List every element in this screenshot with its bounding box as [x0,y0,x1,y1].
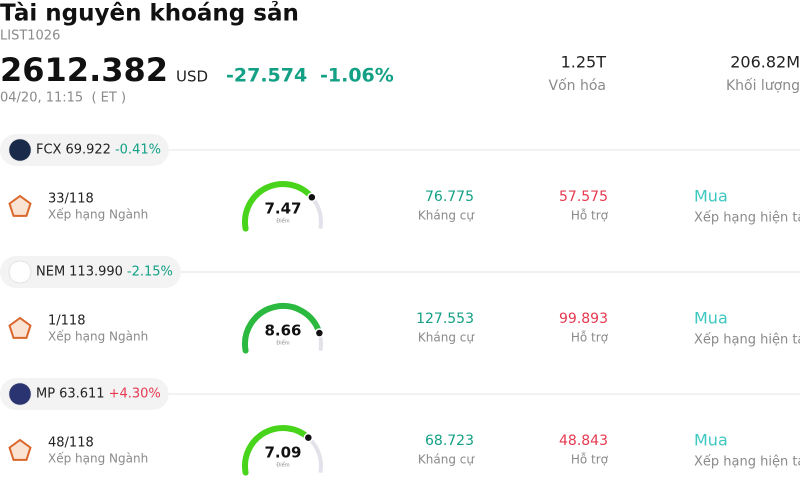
resistance-label: Kháng cự [418,453,475,467]
title: Tài nguyên khoáng sản [0,1,299,27]
score-label: Điểm [276,218,289,225]
rank-label: Xếp hạng Ngành [48,208,148,222]
support: 48.843 [559,433,608,449]
support-label: Hỗ trợ [571,453,609,467]
score: 7.47 [264,200,301,218]
rating: Mua [694,431,728,450]
stock-pill[interactable] [0,134,169,166]
rank: 33/118 [48,192,94,207]
stock-pill[interactable] [0,378,169,410]
stock-ticker: FCX [36,143,62,158]
rank-label: Xếp hạng Ngành [48,452,148,466]
stock-logo [8,260,32,284]
rank-icon [8,194,32,217]
score: 7.09 [264,444,301,462]
score-label: Điểm [276,340,289,347]
rank-label: Xếp hạng Ngành [48,330,148,344]
rank-icon [8,438,32,461]
rating-label: Xếp hạng hiện tại [694,211,800,226]
stock-price: 113.990 [69,265,123,280]
stock-logo [8,138,32,162]
resistance: 68.723 [425,433,474,449]
currency: USD [176,68,208,86]
stock-ticker: MP [36,387,55,402]
gauge-fill [242,303,323,354]
stock-change: +4.30% [109,387,161,402]
stat-label: Vốn hóa [549,77,606,94]
change-percent: -1.06% [320,65,394,87]
gauge-fill [242,181,315,232]
stock-pill[interactable] [0,256,181,288]
datetime: 04/20, 11:15 ( ET ) [0,91,126,106]
resistance: 76.775 [425,189,474,205]
resistance-label: Kháng cự [418,209,475,223]
support: 57.575 [559,189,608,205]
score-label: Điểm [276,462,289,469]
stock-price: 63.611 [59,387,105,402]
gauge-dot [314,328,325,338]
resistance: 127.553 [416,311,474,327]
stock-price: 69.922 [65,143,111,158]
gauge-dot [303,432,314,443]
rank-icon [8,316,32,339]
gauge-fill [242,425,312,476]
stat-value: 206.82M [730,53,800,72]
rating: Mua [694,187,728,206]
rating-label: Xếp hạng hiện tại [694,333,800,348]
score: 8.66 [264,322,301,340]
stat-label: Khối lượng [726,77,800,94]
rating-label: Xếp hạng hiện tại [694,455,800,470]
resistance-label: Kháng cự [418,331,475,345]
support-label: Hỗ trợ [571,331,609,345]
stock-logo [8,382,32,406]
support-label: Hỗ trợ [571,209,609,223]
rank: 48/118 [48,436,94,451]
price: 2612.382 [0,51,168,89]
change: -27.574 [226,65,307,87]
code: LIST1026 [0,29,60,44]
stock-change: -0.41% [115,143,161,158]
gauge-dot [307,192,317,203]
rank: 1/118 [48,314,85,329]
stock-change: -2.15% [127,265,173,280]
stat-value: 1.25T [561,53,607,72]
support: 99.893 [559,311,608,327]
stock-ticker: NEM [36,265,65,280]
rating: Mua [694,309,728,328]
